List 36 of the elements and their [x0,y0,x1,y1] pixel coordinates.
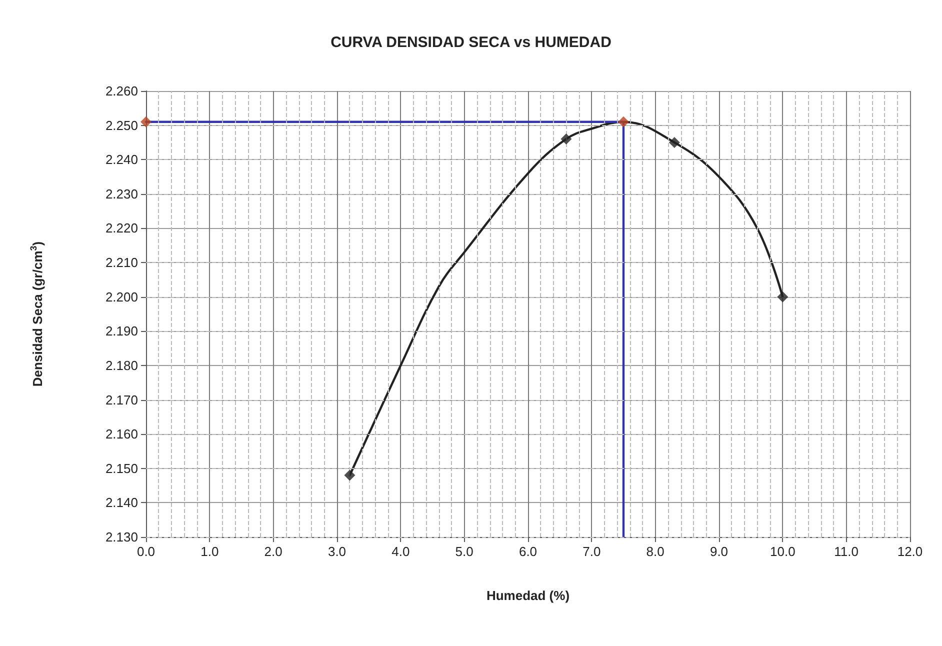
x-tick-label: 0.0 [136,544,156,559]
y-tick-label: 2.130 [105,530,138,544]
y-tick-label: 2.190 [105,324,138,339]
y-tick-label: 2.150 [105,460,138,476]
y-tick-label: 2.200 [105,289,138,304]
point [140,116,152,128]
x-tick-label: 4.0 [392,544,410,559]
x-tick-label: 5.0 [455,544,474,559]
x-tick-label: 10.0 [770,544,796,559]
point [777,291,788,302]
y-tick-label: 2.140 [105,495,138,510]
y-tick-label: 2.250 [105,118,138,133]
point [618,116,629,128]
x-tick-label: 9.0 [710,544,728,559]
y-tick-label: 2.210 [105,255,138,270]
y-axis-title: Densidad Seca (gr/cm3) [28,241,45,387]
y-tick-label: 2.240 [105,152,138,168]
x-tick-label: 2.0 [264,544,282,559]
y-tick-label: 2.180 [105,358,138,373]
x-axis-title: Humedad (%) [486,588,570,603]
x-tick-label: 12.0 [897,544,923,559]
point [344,470,356,481]
y-tick-label: 2.170 [105,392,138,408]
point [668,136,680,148]
y-tick-label: 2.160 [105,426,138,442]
x-tick-label: 6.0 [518,544,538,559]
x-tick-label: 7.0 [582,544,601,559]
x-tick-label: 8.0 [646,544,664,559]
y-tick-label: 2.220 [105,220,138,236]
y-tick-label: 2.260 [105,84,138,98]
point [560,134,572,145]
x-tick-label: 1.0 [200,544,219,559]
x-tick-label: 3.0 [328,544,346,559]
chart-title: CURVA DENSIDAD SECA vs HUMEDAD [330,34,612,51]
x-tick-label: 11.0 [834,544,859,559]
y-tick-label: 2.230 [105,186,138,202]
